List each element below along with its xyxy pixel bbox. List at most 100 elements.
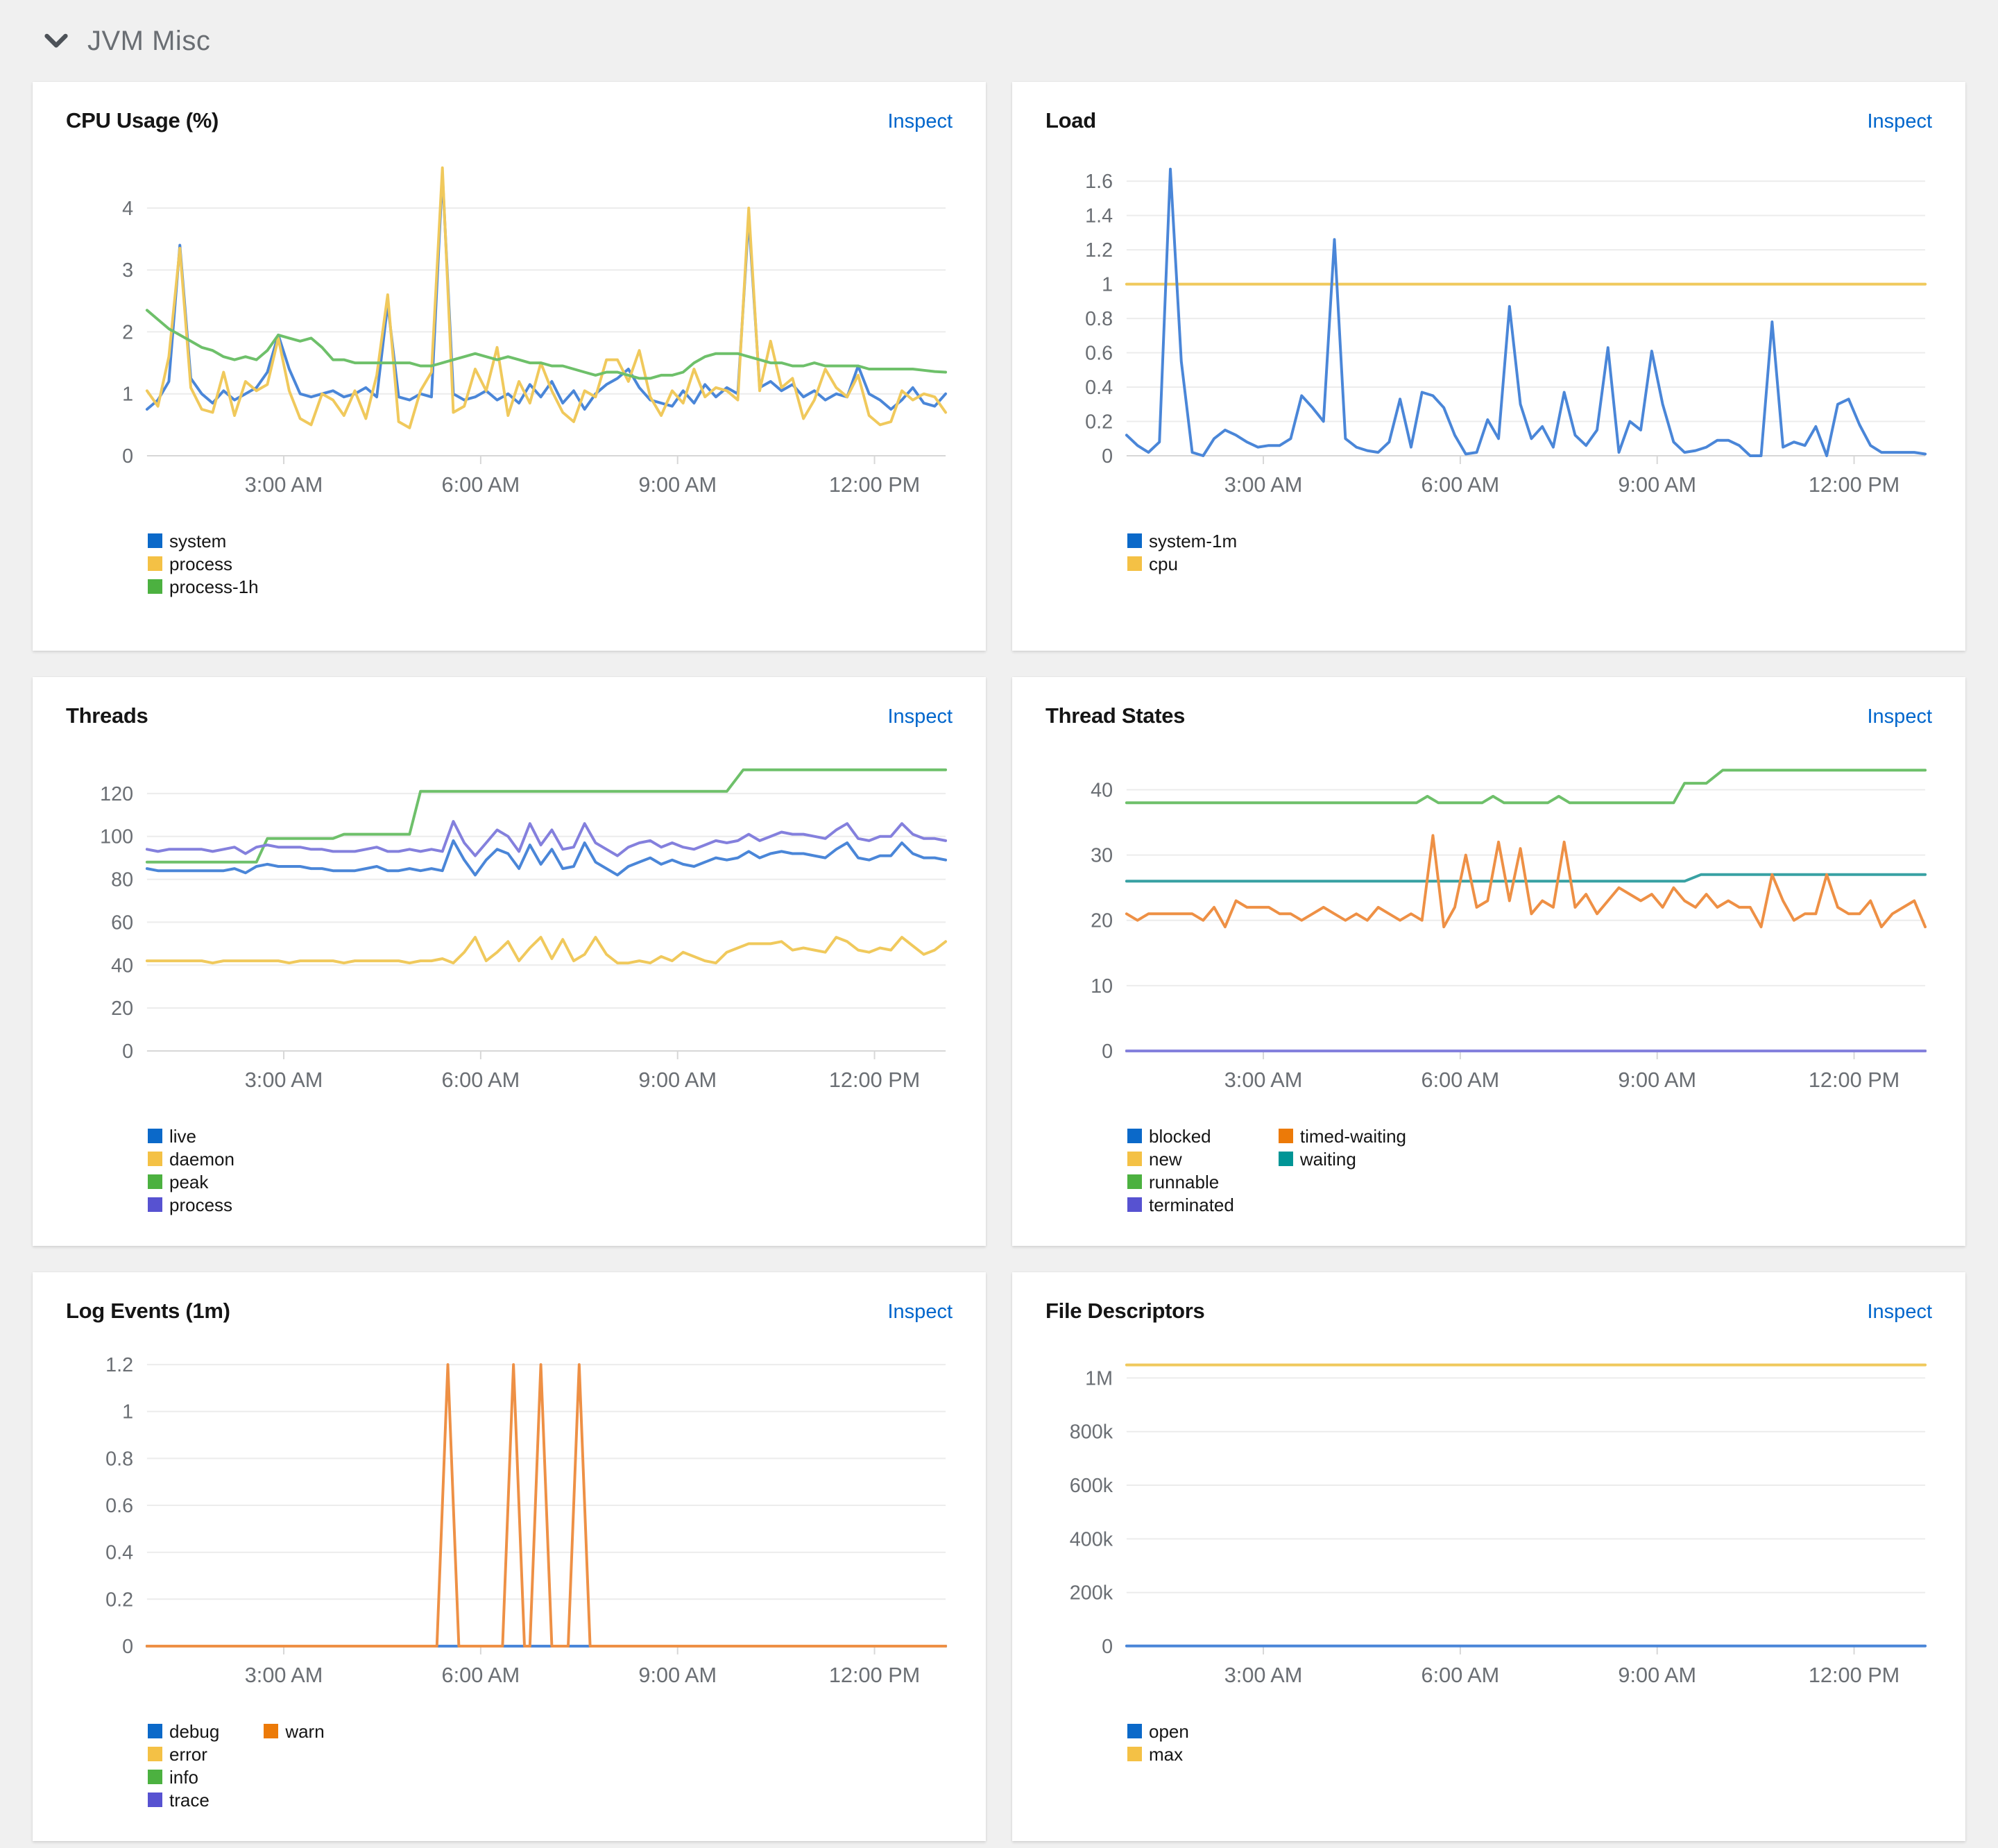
svg-text:3:00 AM: 3:00 AM bbox=[245, 472, 323, 497]
svg-text:1.6: 1.6 bbox=[1085, 171, 1113, 193]
thread-states-svg: 0 10 20 30 40 3:00 AM 6:00 AM 9:00 AM 12:00 PM bbox=[1091, 769, 1927, 1092]
svg-text:4: 4 bbox=[122, 198, 133, 220]
svg-text:9:00 AM: 9:00 AM bbox=[638, 1068, 717, 1092]
svg-text:80: 80 bbox=[111, 869, 133, 891]
legend-item-daemon: daemon bbox=[148, 1147, 234, 1170]
inspect-link[interactable]: Inspect bbox=[887, 110, 953, 132]
svg-text:0: 0 bbox=[122, 1636, 133, 1658]
svg-text:6:00 AM: 6:00 AM bbox=[442, 472, 520, 497]
svg-text:0: 0 bbox=[122, 445, 133, 468]
panel-file-descriptors: File Descriptors Inspect 0 200k 400k 600k 80… bbox=[1012, 1272, 1965, 1841]
legend-swatch bbox=[1278, 1152, 1293, 1166]
svg-text:9:00 AM: 9:00 AM bbox=[1618, 472, 1696, 497]
inspect-link[interactable]: Inspect bbox=[1867, 705, 1933, 728]
svg-text:0.2: 0.2 bbox=[105, 1589, 133, 1611]
svg-text:100: 100 bbox=[100, 826, 133, 848]
legend-label: terminated bbox=[1149, 1194, 1234, 1215]
legend-label: open bbox=[1149, 1720, 1189, 1742]
legend-swatch bbox=[1127, 1129, 1142, 1143]
svg-text:0.6: 0.6 bbox=[105, 1495, 133, 1517]
legend-item-new: new bbox=[1127, 1147, 1234, 1170]
legend-swatch bbox=[148, 533, 162, 548]
legend-item-blocked: blocked bbox=[1127, 1124, 1234, 1147]
svg-text:6:00 AM: 6:00 AM bbox=[1421, 1663, 1500, 1687]
inspect-link[interactable]: Inspect bbox=[1867, 110, 1933, 132]
svg-text:0.4: 0.4 bbox=[1085, 377, 1113, 399]
svg-text:3:00 AM: 3:00 AM bbox=[245, 1663, 323, 1687]
svg-text:1.4: 1.4 bbox=[1085, 205, 1113, 227]
panel-load: Load Inspect 0 0.2 0.4 0.6 0.8 1 1.2 1.4 1.6 3:00… bbox=[1012, 82, 1965, 651]
inspect-link[interactable]: Inspect bbox=[887, 705, 953, 728]
svg-text:3: 3 bbox=[122, 259, 133, 282]
threads-chart: 0 20 40 60 80 100 120 3:00 AM 6:00 AM 9:00 AM 12:0… bbox=[66, 735, 953, 1113]
panel-log-events: Log Events (1m) Inspect 0 0.2 0.4 0.6 0.8 1 1.… bbox=[33, 1272, 986, 1841]
svg-text:0.8: 0.8 bbox=[105, 1448, 133, 1470]
svg-text:20: 20 bbox=[111, 998, 133, 1020]
legend-label: new bbox=[1149, 1148, 1182, 1170]
series-timed-waiting-line bbox=[1125, 834, 1927, 929]
threads-legend: live daemon peak process bbox=[148, 1124, 953, 1216]
svg-text:40: 40 bbox=[1091, 779, 1113, 801]
svg-text:30: 30 bbox=[1091, 844, 1113, 866]
svg-text:3:00 AM: 3:00 AM bbox=[1224, 472, 1303, 497]
svg-text:0: 0 bbox=[1102, 445, 1113, 468]
series-process-1h-line bbox=[145, 309, 948, 380]
svg-text:40: 40 bbox=[111, 955, 133, 977]
load-svg: 0 0.2 0.4 0.6 0.8 1 1.2 1.4 1.6 3:00 AM 6:00 AM 9:0… bbox=[1085, 167, 1927, 497]
legend-label: info bbox=[169, 1766, 198, 1788]
svg-text:2: 2 bbox=[122, 321, 133, 343]
legend-item-timed-waiting: timed-waiting bbox=[1278, 1124, 1406, 1147]
legend-swatch bbox=[1127, 1724, 1142, 1738]
series-waiting-line bbox=[1125, 873, 1927, 883]
panel-title: Log Events (1m) bbox=[66, 1299, 230, 1323]
series-runnable-line bbox=[1125, 769, 1927, 805]
inspect-link[interactable]: Inspect bbox=[1867, 1301, 1933, 1323]
cpu-usage-chart: 0 1 2 3 4 3:00 AM 6:00 AM 9:00 AM 12:00 PM bbox=[66, 140, 953, 518]
series-system-1m-line bbox=[1125, 167, 1927, 457]
svg-text:200k: 200k bbox=[1070, 1582, 1113, 1605]
legend-swatch bbox=[148, 1197, 162, 1212]
load-legend: system-1m cpu bbox=[1127, 529, 1932, 575]
file-descriptors-legend: open max bbox=[1127, 1720, 1932, 1765]
svg-text:0: 0 bbox=[1102, 1041, 1113, 1063]
svg-text:12:00 PM: 12:00 PM bbox=[829, 1663, 920, 1687]
threads-svg: 0 20 40 60 80 100 120 3:00 AM 6:00 AM 9:00 AM 12:0… bbox=[100, 768, 948, 1092]
log-events-svg: 0 0.2 0.4 0.6 0.8 1 1.2 3:00 AM 6:00 AM 9:00 AM 12… bbox=[105, 1354, 948, 1687]
legend-label: blocked bbox=[1149, 1125, 1211, 1147]
svg-text:10: 10 bbox=[1091, 975, 1113, 998]
svg-text:9:00 AM: 9:00 AM bbox=[1618, 1068, 1696, 1092]
svg-text:12:00 PM: 12:00 PM bbox=[1809, 472, 1899, 497]
legend-label: process-1h bbox=[169, 576, 259, 597]
svg-text:0.4: 0.4 bbox=[105, 1542, 133, 1564]
svg-text:1: 1 bbox=[122, 1401, 133, 1423]
log-events-chart: 0 0.2 0.4 0.6 0.8 1 1.2 3:00 AM 6:00 AM 9:00 AM 12… bbox=[66, 1331, 953, 1709]
file-descriptors-chart: 0 200k 400k 600k 800k 1M 3:00 AM 6:00 AM 9:00 AM… bbox=[1045, 1331, 1932, 1709]
series-daemon-line bbox=[145, 936, 948, 965]
svg-text:400k: 400k bbox=[1070, 1528, 1113, 1550]
svg-text:1.2: 1.2 bbox=[1085, 239, 1113, 262]
series-process-line bbox=[145, 820, 948, 857]
svg-text:6:00 AM: 6:00 AM bbox=[442, 1663, 520, 1687]
legend-swatch bbox=[1127, 533, 1142, 548]
thread-states-chart: 0 10 20 30 40 3:00 AM 6:00 AM 9:00 AM 12:00 PM bbox=[1045, 735, 1932, 1113]
svg-text:0.6: 0.6 bbox=[1085, 342, 1113, 364]
series-process-line bbox=[145, 166, 948, 429]
legend-item-peak: peak bbox=[148, 1170, 234, 1193]
legend-label: process bbox=[169, 1194, 233, 1215]
legend-item-cpu: cpu bbox=[1127, 552, 1237, 575]
legend-item-max: max bbox=[1127, 1743, 1189, 1765]
inspect-link[interactable]: Inspect bbox=[887, 1301, 953, 1323]
legend-label: process bbox=[169, 553, 233, 574]
svg-text:600k: 600k bbox=[1070, 1475, 1113, 1497]
legend-item-process: process bbox=[148, 1193, 234, 1216]
svg-text:0: 0 bbox=[122, 1041, 133, 1063]
legend-label: peak bbox=[169, 1171, 209, 1192]
legend-label: cpu bbox=[1149, 553, 1178, 574]
cpu-usage-svg: 0 1 2 3 4 3:00 AM 6:00 AM 9:00 AM 12:00 PM bbox=[122, 166, 948, 497]
legend-swatch bbox=[1127, 1197, 1142, 1212]
svg-text:6:00 AM: 6:00 AM bbox=[1421, 1068, 1500, 1092]
chevron-down-icon[interactable] bbox=[44, 33, 68, 49]
file-descriptors-svg: 0 200k 400k 600k 800k 1M 3:00 AM 6:00 AM 9:00 AM… bbox=[1070, 1363, 1927, 1687]
log-events-legend: debug error info trace warn bbox=[148, 1720, 953, 1811]
legend-swatch bbox=[1127, 556, 1142, 571]
